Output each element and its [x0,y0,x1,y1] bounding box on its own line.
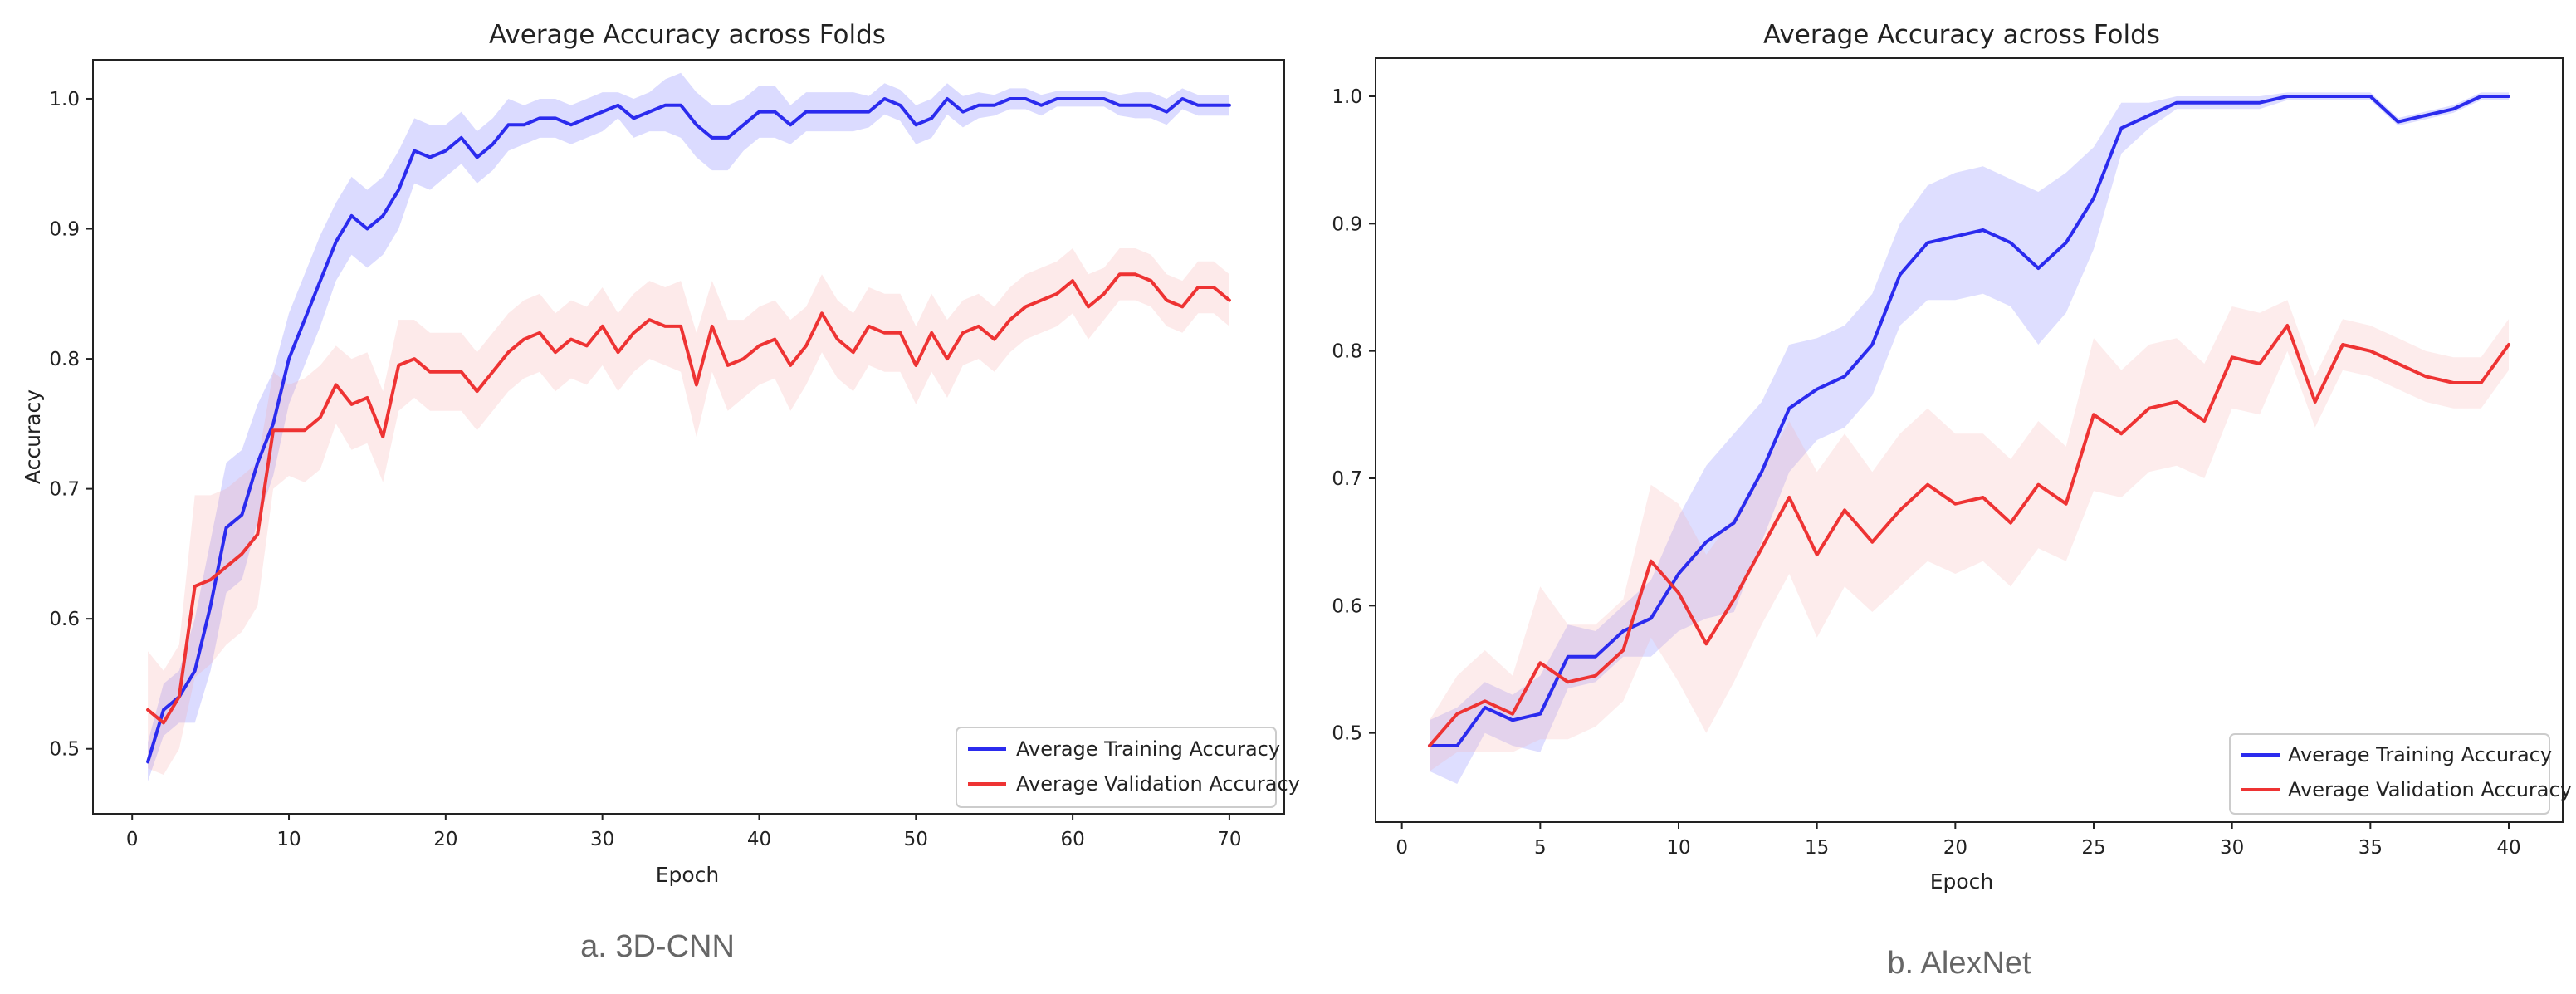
y-tick-label: 0.7 [49,479,80,501]
x-tick-label: 50 [904,829,928,850]
x-axis-ticks: 0 10 20 30 40 50 60 70 [126,814,1242,850]
panel-alexnet: Average Accuracy across Folds 0 5 10 15 20 25… [1332,20,2571,981]
x-tick-label: 60 [1060,829,1084,850]
x-tick-label: 40 [2496,837,2520,859]
x-tick-label: 25 [2081,837,2105,859]
legend-label-training: Average Training Accuracy [2288,743,2552,766]
band-training [1430,92,2509,784]
x-tick-label: 70 [1217,829,1241,850]
x-tick-label: 10 [1666,837,1690,859]
legend: Average Training Accuracy Average Valida… [2229,733,2572,815]
chart-title: Average Accuracy across Folds [489,20,886,50]
y-tick-label: 1.0 [1332,86,1362,108]
x-tick-label: 30 [590,829,614,850]
y-axis-ticks: 0.5 0.6 0.7 0.8 0.9 1.0 [1332,86,1376,745]
line-validation [1428,324,2510,747]
band-validation [1430,300,2509,771]
y-tick-label: 0.6 [49,609,80,630]
y-tick-label: 0.9 [49,219,80,241]
x-tick-label: 20 [433,829,457,850]
confidence-bands [1430,92,2509,784]
y-axis-ticks: 0.5 0.6 0.7 0.8 0.9 1.0 [49,89,93,761]
band-validation [148,248,1229,775]
y-tick-label: 0.6 [1332,595,1362,617]
caption-alexnet: b. AlexNet [1887,946,2031,981]
x-tick-label: 40 [747,829,771,850]
confidence-bands [148,72,1229,781]
series-lines [1428,95,2510,747]
x-tick-label: 0 [126,829,139,850]
caption-3d-cnn: a. 3D-CNN [580,929,735,964]
y-tick-label: 0.8 [49,349,80,370]
panel-3d-cnn: Average Accuracy across Folds 0 10 20 30 40 5… [21,20,1300,964]
x-axis-ticks: 0 5 10 15 20 25 30 35 40 [1396,822,2521,859]
y-tick-label: 0.5 [49,739,80,761]
x-tick-label: 0 [1396,837,1408,859]
legend-box [2229,733,2550,815]
legend-label-validation: Average Validation Accuracy [1016,772,1300,796]
y-axis-label: Accuracy [21,389,45,484]
x-tick-label: 5 [1534,837,1547,859]
plot-frame [1375,57,2564,823]
x-tick-label: 10 [276,829,301,850]
legend-label-training: Average Training Accuracy [1016,737,1280,761]
chart-title: Average Accuracy across Folds [1763,20,2160,50]
legend: Average Training Accuracy Average Valida… [956,727,1300,808]
series-lines [146,97,1231,764]
y-tick-label: 0.5 [1332,723,1362,745]
y-tick-label: 1.0 [49,89,80,110]
y-tick-label: 0.8 [1332,341,1362,363]
plot-frame [92,59,1285,815]
y-tick-label: 0.7 [1332,468,1362,490]
x-tick-label: 20 [1943,837,1967,859]
legend-label-validation: Average Validation Accuracy [2288,778,2572,801]
x-tick-label: 15 [1805,837,1829,859]
line-validation [146,272,1231,725]
x-axis-label: Epoch [1930,869,1994,894]
x-axis-label: Epoch [656,863,720,887]
line-training [146,97,1231,764]
legend-box [956,727,1277,808]
line-training [1428,95,2510,747]
y-tick-label: 0.9 [1332,213,1362,235]
x-tick-label: 35 [2358,837,2383,859]
x-tick-label: 30 [2220,837,2244,859]
